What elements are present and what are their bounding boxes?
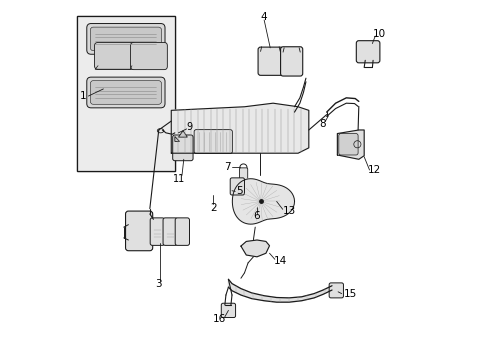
FancyBboxPatch shape xyxy=(90,81,161,104)
Text: 10: 10 xyxy=(372,28,386,39)
Text: 8: 8 xyxy=(318,118,325,129)
FancyBboxPatch shape xyxy=(239,168,247,180)
FancyBboxPatch shape xyxy=(86,23,164,54)
FancyBboxPatch shape xyxy=(230,178,244,195)
FancyBboxPatch shape xyxy=(175,218,189,246)
Polygon shape xyxy=(228,279,331,302)
FancyBboxPatch shape xyxy=(280,47,302,76)
Text: 1: 1 xyxy=(80,91,86,101)
FancyBboxPatch shape xyxy=(150,218,164,246)
Polygon shape xyxy=(178,131,187,137)
Polygon shape xyxy=(241,240,269,257)
FancyBboxPatch shape xyxy=(338,134,357,155)
Text: 5: 5 xyxy=(235,186,242,197)
FancyBboxPatch shape xyxy=(163,218,177,246)
Text: 3: 3 xyxy=(155,279,162,289)
FancyBboxPatch shape xyxy=(94,42,135,69)
Text: 12: 12 xyxy=(367,165,381,175)
Polygon shape xyxy=(171,103,308,153)
FancyBboxPatch shape xyxy=(194,130,232,154)
Text: 13: 13 xyxy=(282,206,295,216)
FancyBboxPatch shape xyxy=(90,27,161,51)
FancyBboxPatch shape xyxy=(130,42,167,69)
Text: 4: 4 xyxy=(260,13,267,22)
Text: 16: 16 xyxy=(212,314,225,324)
Polygon shape xyxy=(337,130,364,159)
Bar xyxy=(77,16,175,171)
Text: 7: 7 xyxy=(224,162,230,172)
FancyBboxPatch shape xyxy=(258,47,282,75)
Text: 14: 14 xyxy=(273,256,286,266)
FancyBboxPatch shape xyxy=(221,303,235,318)
FancyBboxPatch shape xyxy=(356,41,379,63)
Text: 2: 2 xyxy=(210,203,216,212)
FancyBboxPatch shape xyxy=(328,283,343,298)
Polygon shape xyxy=(232,179,294,224)
Text: 6: 6 xyxy=(253,211,260,221)
Text: 9: 9 xyxy=(186,122,192,132)
FancyBboxPatch shape xyxy=(125,211,152,251)
FancyBboxPatch shape xyxy=(252,195,260,208)
Polygon shape xyxy=(175,136,179,141)
Text: 11: 11 xyxy=(173,174,185,184)
FancyBboxPatch shape xyxy=(86,77,164,108)
Text: 15: 15 xyxy=(343,289,356,298)
FancyBboxPatch shape xyxy=(172,135,193,161)
Bar xyxy=(77,16,175,171)
